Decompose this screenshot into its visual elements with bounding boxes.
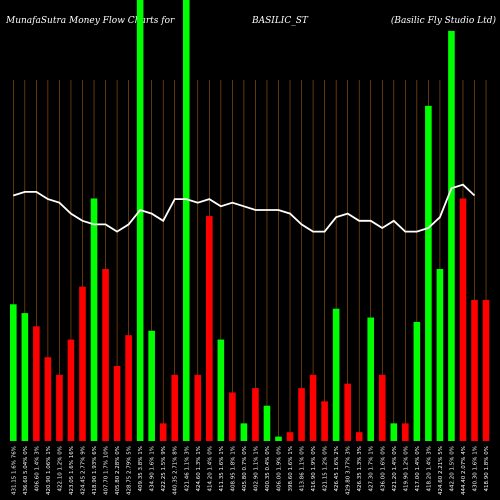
- x-tick-label: 423.05 1.6% 16%: [69, 446, 75, 495]
- bar: [136, 0, 144, 441]
- x-tick-label: 418.90 1.8% 0%: [484, 446, 490, 491]
- x-tick-label: 418.90 1.93% 6%: [92, 446, 98, 495]
- x-tick-label: 406.60 1.4% 3%: [34, 446, 40, 491]
- x-tick-label: 406.00 1.9% 0%: [276, 446, 282, 491]
- bar: [286, 432, 294, 441]
- x-tick-label: 436.00 1.6% 0%: [380, 446, 386, 491]
- chart-title-left: MunafaSutra Money Flow Charts for: [6, 16, 175, 26]
- x-tick-label: 416.90 1.9% 0%: [311, 446, 317, 491]
- bar: [171, 374, 179, 441]
- bar: [194, 374, 202, 441]
- x-tick-label: 434.90 1.6% 1%: [150, 446, 156, 491]
- x-tick-label: 430.30 1.6% 1%: [473, 446, 479, 491]
- chart-title-symbol: BASILIC_ST: [252, 16, 308, 26]
- bar: [321, 401, 328, 441]
- bar: [413, 321, 421, 441]
- x-tick-label: 405.80 0.7% 0%: [242, 446, 248, 491]
- bar: [229, 392, 236, 441]
- bar: [459, 198, 467, 441]
- x-tick-label: 436.60 5.04% 0%: [23, 446, 29, 495]
- x-tick-label: 444.40 2.07% 4%: [461, 446, 467, 495]
- x-tick-label: 413.86 1.1% 0%: [300, 446, 306, 491]
- x-tick-label: 420.90 1.06% 1%: [46, 446, 52, 495]
- bar: [159, 423, 167, 441]
- x-tick-label: 405.80 2.28% 0%: [115, 446, 121, 495]
- x-tick-label: 440.35 2.71% 8%: [173, 446, 179, 495]
- bar: [275, 436, 282, 441]
- x-tick-label: 417.00 1.4% 0%: [415, 446, 421, 491]
- bar: [390, 423, 398, 441]
- x-tick-label: 422.10 1.2% 0%: [57, 446, 63, 491]
- x-tick-label: 422.25 1.5% 9%: [161, 446, 167, 491]
- bar: [298, 388, 305, 441]
- bar: [471, 299, 478, 441]
- x-tick-label: 407.70 1.7% 10%: [104, 446, 110, 495]
- bar: [263, 405, 271, 441]
- bar: [182, 0, 190, 441]
- x-tick-label: 398.60 1.6% 1%: [288, 446, 294, 491]
- bars: [10, 0, 490, 442]
- bar: [125, 335, 132, 441]
- bar: [67, 339, 75, 441]
- x-tick-label: 409.35 3.8% 1%: [138, 446, 144, 491]
- x-tick-label: 402.90 1.1% 1%: [253, 446, 259, 491]
- bar: [378, 374, 386, 441]
- x-tick-label: 414.20 1.4% 0%: [207, 446, 213, 491]
- bar: [10, 304, 17, 441]
- x-tick-label: 421.46 1.1% 3%: [184, 446, 190, 491]
- x-tick-label: 400.35 0.4% 0%: [265, 446, 271, 491]
- x-tick-label: 429.80 3.77% 3%: [346, 446, 352, 495]
- bar: [402, 423, 409, 441]
- bar: [309, 374, 317, 441]
- bar: [217, 339, 225, 441]
- bar: [482, 299, 490, 441]
- x-tick-label: 421.20 1.4% 0%: [392, 446, 398, 491]
- x-tick-label: 426.35 1.3% 3%: [357, 446, 363, 491]
- bar: [425, 105, 432, 441]
- x-tick-label: 428.75 2.79% 5%: [127, 446, 133, 495]
- x-tick-label: 419.90 1.2% 0%: [403, 446, 409, 491]
- x-tick-label: 424.60 1.3% 1%: [196, 446, 202, 491]
- x-tick-label: 431.15 1.6% 76%: [11, 446, 17, 495]
- bar: [33, 326, 40, 441]
- x-tick-label: 424.45 2.77% 9%: [80, 446, 86, 495]
- bar: [344, 383, 351, 441]
- bar: [332, 308, 340, 441]
- bar: [90, 198, 98, 441]
- chart-title-company: (Basilic Fly Studio Ltd): [390, 16, 496, 26]
- bar: [252, 388, 259, 441]
- money-flow-line: [13, 183, 476, 233]
- bar: [240, 423, 248, 441]
- bar: [148, 330, 155, 441]
- bar: [113, 366, 121, 441]
- x-axis-labels: 431.15 1.6% 76% 436.60 5.04% 0% 406.60 1.4…: [11, 446, 490, 495]
- bar: [102, 269, 109, 441]
- bar: [436, 269, 444, 441]
- x-tick-label: 408.95 1.8% 1%: [230, 446, 236, 491]
- bar: [79, 286, 86, 441]
- bar: [448, 30, 455, 442]
- x-tick-label: 421.15 1.2% 0%: [323, 446, 329, 491]
- bar: [355, 432, 363, 441]
- bar: [44, 357, 52, 441]
- x-tick-label: 426.45 1.6% 2%: [334, 446, 340, 491]
- bar: [56, 374, 63, 441]
- x-tick-label: 424.60 2.21% 5%: [438, 446, 444, 495]
- x-tick-label: 427.30 1.7% 1%: [369, 446, 375, 491]
- x-tick-label: 411.35 1.6% 1%: [219, 446, 225, 491]
- x-tick-label: 442.20 1.5% 0%: [449, 446, 455, 491]
- bar: [206, 216, 213, 441]
- x-tick-label: 418.20 1.4% 3%: [426, 446, 432, 491]
- bar: [21, 313, 29, 441]
- bar: [367, 317, 375, 441]
